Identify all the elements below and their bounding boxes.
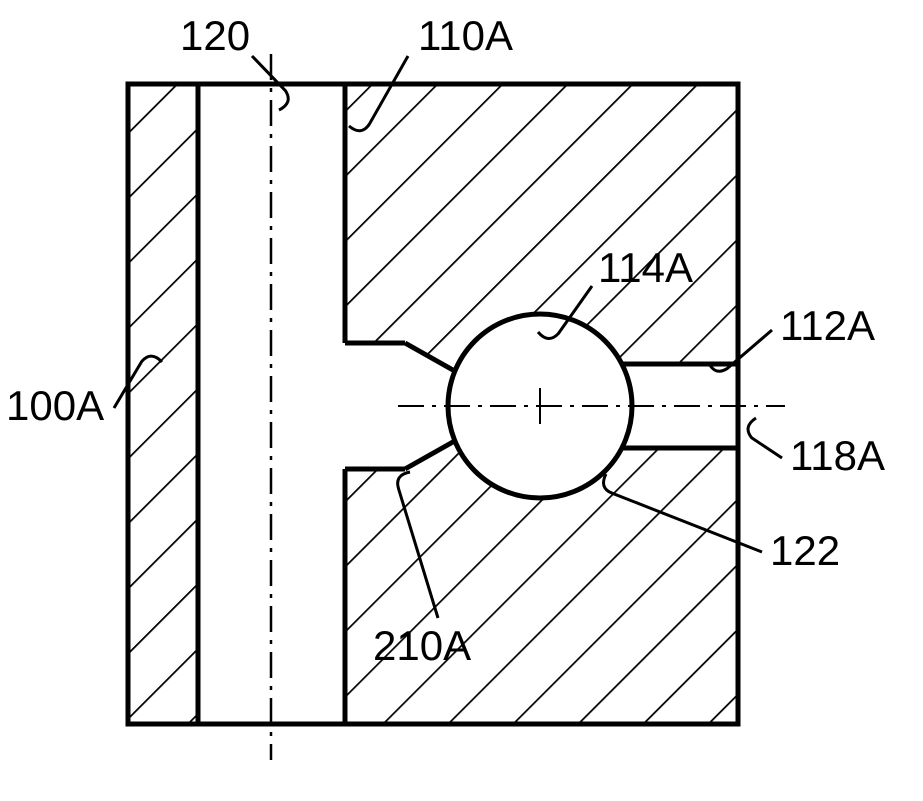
label-122: 122 bbox=[770, 527, 840, 574]
left-hatched-region bbox=[128, 84, 198, 724]
leader-l_118A bbox=[748, 418, 782, 458]
label-210A: 210A bbox=[373, 622, 471, 669]
label-112A: 112A bbox=[780, 302, 875, 349]
label-114A: 114A bbox=[598, 244, 693, 291]
label-120: 120 bbox=[180, 12, 250, 59]
label-110A: 110A bbox=[418, 12, 513, 59]
diagram-svg: 120 110A 114A 112A 100A 118A 122 210A bbox=[0, 0, 923, 801]
label-118A: 118A bbox=[790, 432, 885, 479]
label-100A: 100A bbox=[6, 382, 104, 429]
